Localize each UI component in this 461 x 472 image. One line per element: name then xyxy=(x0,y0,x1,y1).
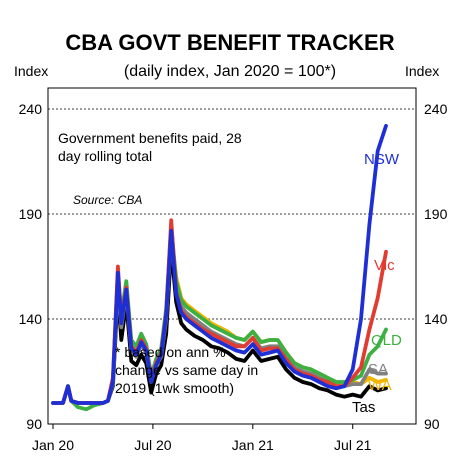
x-tick-label: Jul 21 xyxy=(334,437,372,453)
series-line-nsw xyxy=(51,123,388,405)
benefits-annotation: Government benefits paid, 28 day rolling… xyxy=(58,130,242,164)
series-label-tas: Tas xyxy=(352,399,375,416)
annotation-footnote-line-1: * based on ann % xyxy=(115,344,226,360)
y-tick-label-left: 240 xyxy=(19,101,43,117)
y-tick-label-right: 240 xyxy=(424,101,448,117)
y-axis-unit-right: Index xyxy=(405,63,439,79)
series-label-wa: WA xyxy=(368,377,392,394)
series-label-vic: Vic xyxy=(374,257,395,274)
x-tick-label: Jul 20 xyxy=(134,437,172,453)
annotation-benefits-line-2: day rolling total xyxy=(58,148,152,164)
y-tick-label-left: 140 xyxy=(19,311,43,327)
series-label-qld: QLD xyxy=(371,332,402,349)
y-tick-label-left: 190 xyxy=(19,206,43,222)
footnote-annotation: * based on ann % change vs same day in 2… xyxy=(115,344,258,396)
annotation-benefits-line-1: Government benefits paid, 28 xyxy=(58,130,242,146)
series-label-nsw: NSW xyxy=(364,151,400,168)
series-label-sa: SA xyxy=(368,361,388,378)
gridlines xyxy=(48,108,416,320)
annotation-source: Source: CBA xyxy=(73,193,142,207)
y-tick-label-left: 90 xyxy=(26,416,42,432)
y-tick-label-right: 190 xyxy=(424,206,448,222)
x-axis: Jan 20 Jul 20 Jan 21 Jul 21 xyxy=(32,424,372,453)
plot-area xyxy=(47,87,417,425)
y-tick-label-right: 140 xyxy=(424,311,448,327)
series-lines xyxy=(51,123,388,412)
y-axis-unit-left: Index xyxy=(14,63,48,79)
y-axis: 90 90 140 140 190 190 240 240 xyxy=(19,101,448,432)
annotation-footnote-line-2: change vs same day in xyxy=(115,362,258,378)
annotation-footnote-line-3: 2019 (1wk smooth) xyxy=(115,380,234,396)
x-tick-label: Jan 21 xyxy=(232,437,274,453)
y-tick-label-right: 90 xyxy=(424,416,440,432)
x-tick-label: Jan 20 xyxy=(32,437,74,453)
chart-subtitle: (daily index, Jan 2020 = 100*) xyxy=(124,63,336,80)
chart-title: CBA GOVT BENEFIT TRACKER xyxy=(65,30,394,55)
